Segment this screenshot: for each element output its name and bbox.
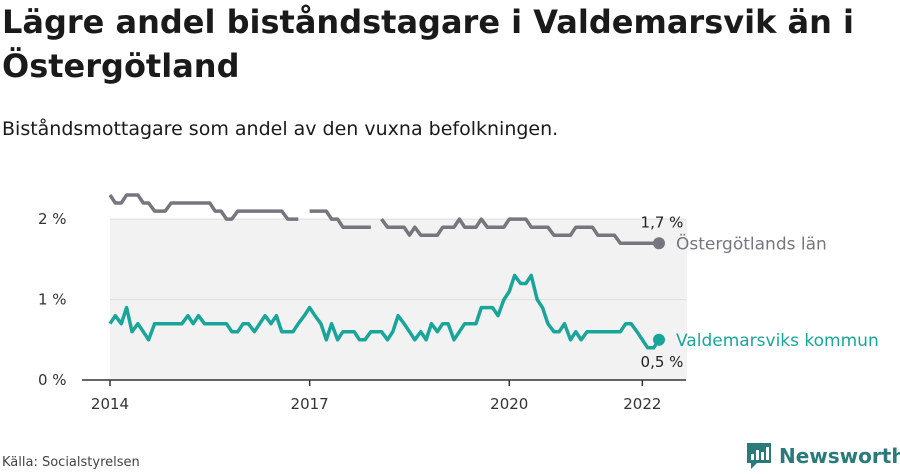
series-name-label-2: Valdemarsviks kommun [676,331,879,351]
y-tick-label: 0 % [38,371,67,389]
brand-logo: Newsworthy [745,441,900,471]
chart-title: Lägre andel biståndstagare i Valdemarsvi… [2,3,854,85]
series-end-point-2 [653,333,665,346]
newsworthy-logo-icon [747,443,771,469]
x-tick-label: 2020 [490,395,528,413]
series-name-label-1: Östergötlands län [676,232,827,254]
series-line-1 [108,193,659,246]
brand-name: Newsworthy [779,444,900,468]
chart-subtitle: Biståndsmottagare som andel av den vuxna… [2,118,559,140]
y-tick-label: 2 % [38,210,67,228]
series-line-2 [108,273,661,350]
series-end-value-2: 0,5 % [641,353,684,371]
x-tick-label: 2014 [91,395,129,413]
y-tick-label: 1 % [38,291,67,309]
x-tick-label: 2017 [291,395,329,413]
source-note: Källa: Socialstyrelsen [2,455,140,470]
series-end-value-1: 1,7 % [641,213,684,231]
x-tick-label: 2022 [623,395,661,413]
series-end-point-1 [653,237,665,250]
